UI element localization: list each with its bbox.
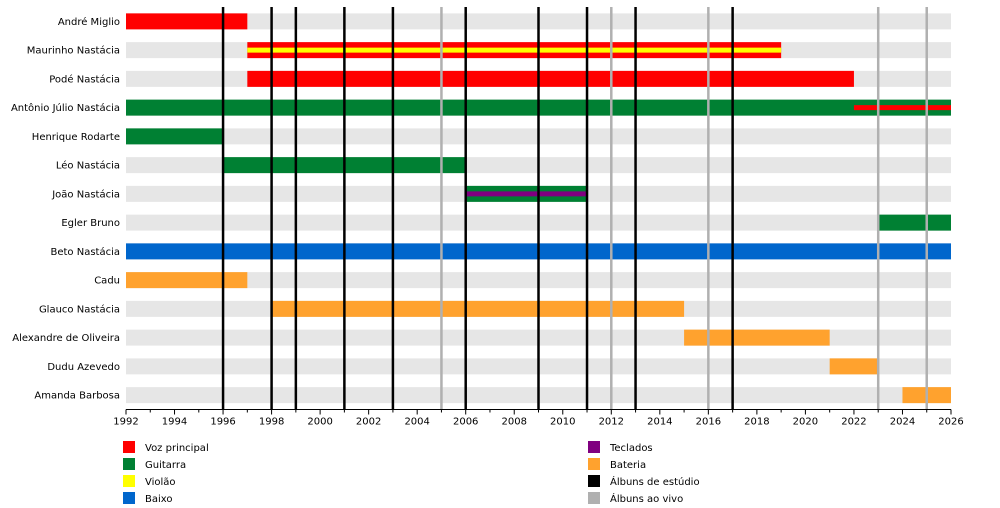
legend-swatch-bass xyxy=(123,492,135,504)
member-label: Cadu xyxy=(94,276,120,287)
x-tick-label: 2008 xyxy=(502,417,527,428)
bar-vocals xyxy=(126,13,248,30)
legend-swatch-drums xyxy=(588,458,600,470)
x-tick-label: 2002 xyxy=(356,417,381,428)
legend-label-live: Álbuns ao vivo xyxy=(610,492,683,505)
member-label: Dudu Azevedo xyxy=(47,362,120,373)
x-tick-label: 2000 xyxy=(307,417,332,428)
x-tick-label: 1992 xyxy=(113,417,138,428)
x-tick-label: 2014 xyxy=(647,417,672,428)
x-tick-label: 2020 xyxy=(793,417,818,428)
x-tick-label: 2022 xyxy=(841,417,866,428)
member-label: João Nastácia xyxy=(51,188,120,200)
x-axis: 1992 1994 1996 1998 2000 2002 2004 2006 2008 2010… xyxy=(113,409,964,428)
legend-label-bass: Baixo xyxy=(145,494,173,505)
x-tick-label: 2026 xyxy=(938,417,963,428)
member-label: Egler Bruno xyxy=(61,218,120,229)
bar-guitar xyxy=(126,128,224,145)
bar-drums xyxy=(126,272,248,289)
x-tick-label: 2004 xyxy=(404,417,429,428)
legend-swatch-guitar xyxy=(123,458,135,470)
bar-keys-inner xyxy=(465,191,588,197)
legend-swatch-acoustic xyxy=(123,475,135,487)
x-tick-label: 1994 xyxy=(162,417,187,428)
member-label: Glauco Nastácia xyxy=(39,303,120,315)
bar-guitar xyxy=(878,214,951,231)
legend-label-studio: Álbuns de estúdio xyxy=(610,475,700,488)
bar-drums xyxy=(829,358,879,375)
legend-swatch-vocals xyxy=(123,441,135,453)
bar-drums xyxy=(271,300,685,317)
member-label: Léo Nastácia xyxy=(56,160,120,172)
member-label: Amanda Barbosa xyxy=(34,391,120,402)
bar-acoustic-inner xyxy=(247,47,782,53)
member-label: André Miglio xyxy=(58,16,120,28)
legend-label-drums: Bateria xyxy=(610,460,646,471)
member-label: Podé Nastácia xyxy=(49,73,120,85)
legend-label-acoustic: Violão xyxy=(145,477,176,488)
member-label: Maurinho Nastácia xyxy=(27,45,120,57)
x-tick-label: 2012 xyxy=(599,417,624,428)
legend-swatch-keys xyxy=(588,441,600,453)
member-label: Beto Nastácia xyxy=(50,246,120,258)
x-tick-label: 1998 xyxy=(259,417,284,428)
member-label: Henrique Rodarte xyxy=(32,132,120,143)
legend-label-vocals: Voz principal xyxy=(145,443,209,454)
album-lines xyxy=(221,7,928,410)
bar-drums xyxy=(684,329,830,346)
x-tick-label: 2016 xyxy=(696,417,721,428)
x-tick-label: 2010 xyxy=(550,417,575,428)
x-tick-label: 2024 xyxy=(890,417,915,428)
bar-vocals xyxy=(247,70,854,87)
member-label: Antônio Júlio Nastácia xyxy=(11,102,120,114)
legend-swatch-live xyxy=(588,492,600,504)
legend-label-keys: Teclados xyxy=(609,443,653,454)
x-tick-label: 2006 xyxy=(453,417,478,428)
x-tick-label: 2018 xyxy=(744,417,769,428)
x-tick-label: 1996 xyxy=(210,417,235,428)
legend-swatch-studio xyxy=(588,475,600,487)
member-label: Alexandre de Oliveira xyxy=(12,333,120,344)
bar-vocals-inner xyxy=(853,105,951,111)
legend-label-guitar: Guitarra xyxy=(145,460,186,471)
legend: Voz principal Guitarra Violão Baixo Teclados… xyxy=(123,441,700,505)
member-labels: André Miglio Maurinho Nastácia Podé Nastác… xyxy=(11,16,120,402)
